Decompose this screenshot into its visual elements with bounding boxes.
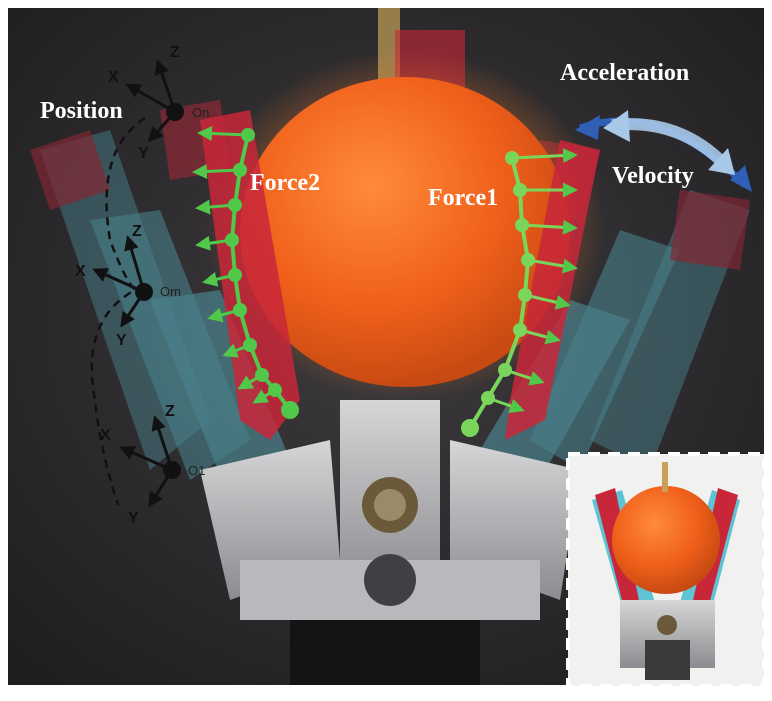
- frame-o1-x-label: X: [100, 427, 111, 444]
- frame-om-y-label: Y: [116, 332, 127, 349]
- acceleration-arrow-head-left: [575, 115, 600, 140]
- frame-on-origin: [166, 103, 184, 121]
- force2-nodes: [225, 128, 299, 419]
- acceleration-arrow-head-right: [730, 165, 752, 192]
- orange-fruit: [240, 77, 570, 387]
- inset-photo: [566, 452, 766, 688]
- gripper-palm: [200, 400, 580, 620]
- frame-om-z-label: Z: [132, 223, 142, 240]
- frame-o1-origin-label: O1: [188, 463, 205, 478]
- position-label: Position: [40, 98, 123, 124]
- frame-o1-origin: [163, 461, 181, 479]
- velocity-arrow-head-right: [708, 148, 735, 175]
- frame-on-z-label: Z: [170, 44, 180, 61]
- frame-o1-z-label: Z: [165, 403, 175, 420]
- frame-om-origin-label: Om: [160, 284, 181, 299]
- frame-o1-y-label: Y: [128, 510, 139, 527]
- right-finger-tip: [505, 140, 600, 440]
- force1-nodes: [461, 151, 535, 437]
- inset-orange: [612, 486, 720, 594]
- acceleration-label: Acceleration: [560, 60, 689, 86]
- frame-on-y-label: Y: [138, 145, 149, 162]
- velocity-label: Velocity: [612, 163, 694, 189]
- force1-label: Force1: [428, 185, 498, 211]
- force2-chain: [229, 134, 292, 412]
- force2-label: Force2: [250, 170, 320, 196]
- frame-on-x-label: X: [108, 69, 119, 86]
- frame-om-origin: [135, 283, 153, 301]
- position-trajectory: [90, 116, 146, 506]
- velocity-arrow-head-left: [603, 110, 630, 142]
- frame-om-x-label: X: [75, 263, 86, 280]
- frame-on-origin-label: On: [192, 105, 209, 120]
- left-finger-tip: [200, 110, 300, 440]
